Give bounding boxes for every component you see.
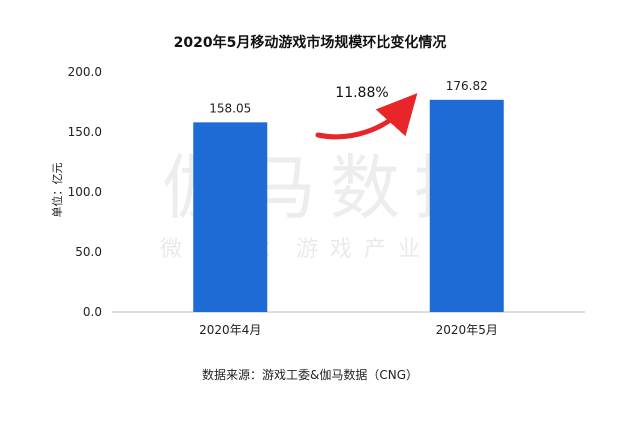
y-tick-label: 200.0 bbox=[68, 65, 102, 79]
chart-title: 2020年5月移动游戏市场规模环比变化情况 bbox=[174, 34, 447, 51]
y-tick-label: 50.0 bbox=[75, 245, 102, 259]
source-note: 数据来源：游戏工委&伽马数据（CNG） bbox=[202, 367, 418, 382]
y-tick-label: 0.0 bbox=[83, 305, 102, 319]
growth-arrow-icon bbox=[315, 93, 418, 140]
data-label-2020-05: 176.82 bbox=[446, 79, 488, 93]
y-tick-label: 150.0 bbox=[68, 125, 102, 139]
bar-2020-04 bbox=[193, 122, 268, 312]
category-label-2020-05: 2020年5月 bbox=[436, 323, 498, 337]
y-axis-label: 单位：亿元 bbox=[50, 163, 64, 218]
growth-annotation: 11.88% bbox=[335, 85, 388, 101]
category-label-2020-04: 2020年4月 bbox=[199, 323, 261, 337]
data-label-2020-04: 158.05 bbox=[209, 101, 251, 115]
bar-2020-05 bbox=[429, 99, 504, 312]
y-axis-ticks: 0.0 50.0 100.0 150.0 200.0 bbox=[68, 65, 102, 319]
y-tick-label: 100.0 bbox=[68, 185, 102, 199]
